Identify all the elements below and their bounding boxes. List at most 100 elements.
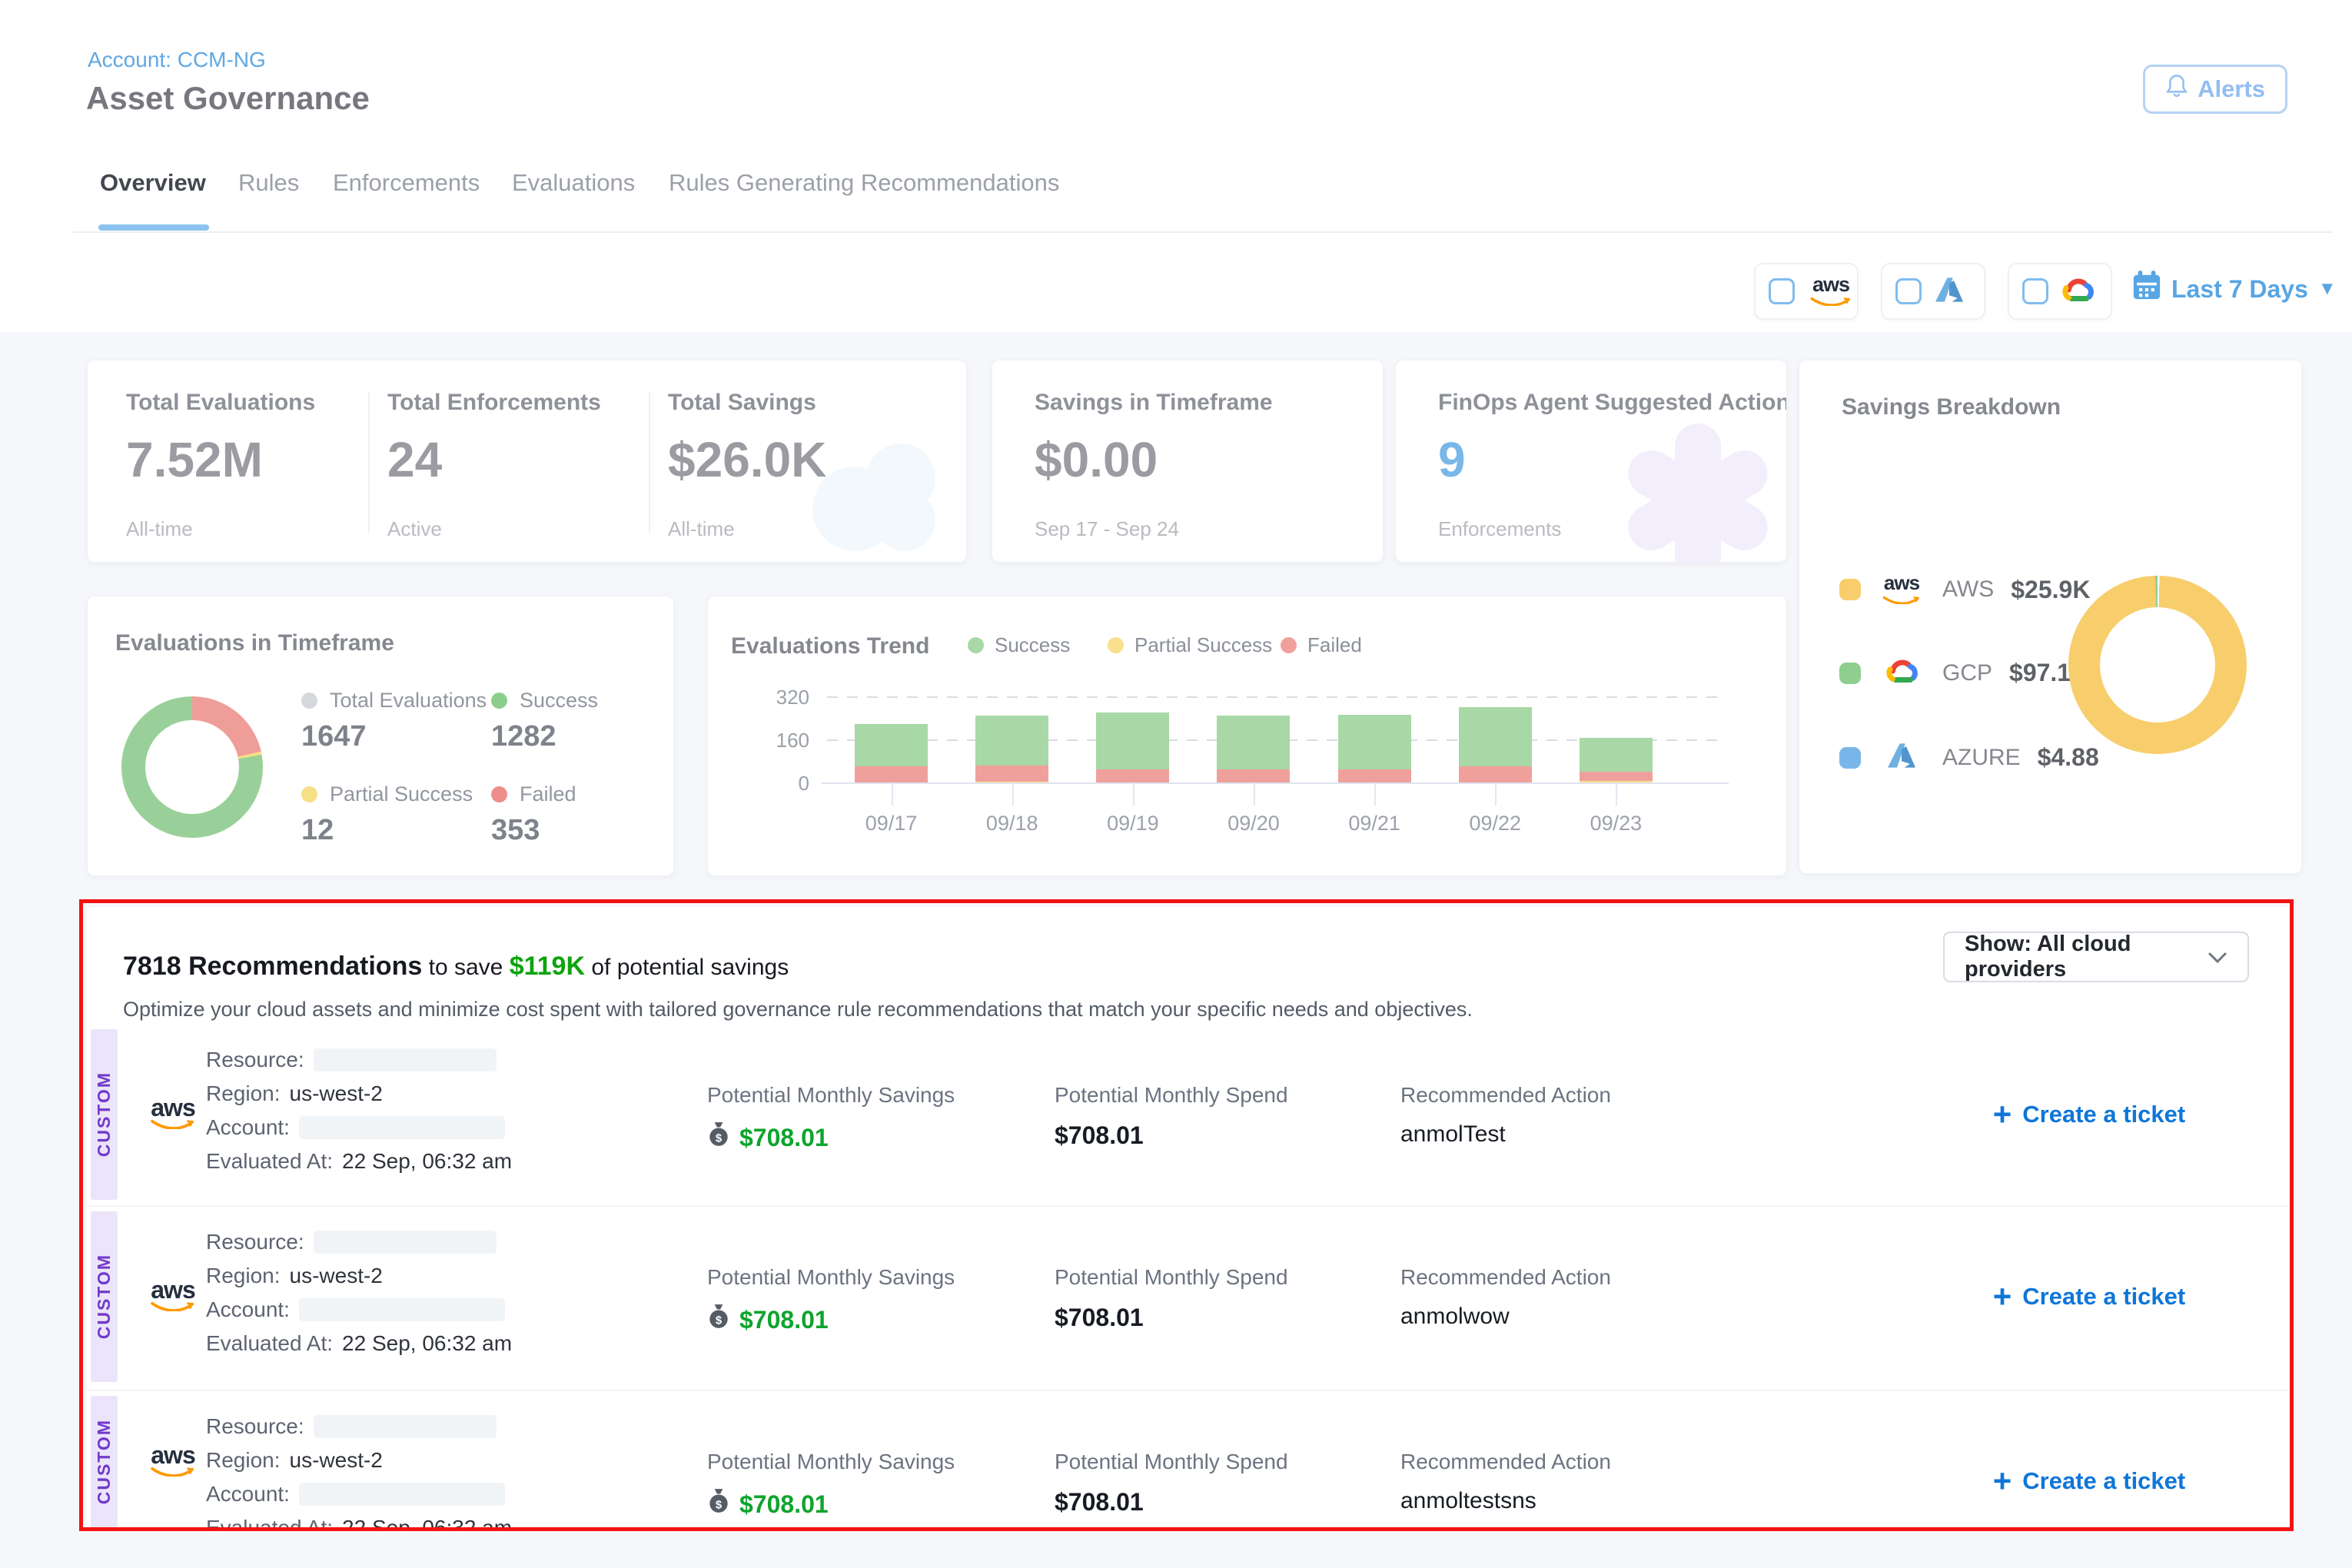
account-label: Account: <box>206 1297 290 1321</box>
plus-icon: + <box>1992 1463 2012 1499</box>
column-label: Recommended Action <box>1400 1450 1611 1473</box>
tab-rules-generating-recommendations[interactable]: Rules Generating Recommendations <box>669 169 1060 196</box>
potential-monthly-savings: Potential Monthly Savings $ $708.01 <box>707 1450 955 1520</box>
aws-icon: aws <box>1878 571 1925 608</box>
page-title: Asset Governance <box>86 80 370 116</box>
region-label: Region: <box>206 1264 281 1287</box>
redacted-account-value <box>298 1116 505 1139</box>
recommendation-row: CUSTOM aws Resource: Region: us-west-2 Ac… <box>87 1393 2293 1531</box>
evaluations-timeframe-title: Evaluations in Timeframe <box>115 630 394 656</box>
aws-checkbox[interactable] <box>1769 278 1795 304</box>
bar-segment <box>1096 769 1170 782</box>
resource-label: Resource: <box>206 1230 304 1254</box>
trend-legend-failed: Failed <box>1281 633 1362 657</box>
region-label: Region: <box>206 1081 281 1105</box>
alerts-button[interactable]: Alerts <box>2143 65 2287 114</box>
column-label: Potential Monthly Savings <box>707 1083 955 1107</box>
filter-aws[interactable]: aws <box>1754 263 1859 320</box>
recommendations-mid-text: to save <box>428 955 503 980</box>
stat-label: FinOps Agent Suggested Actions <box>1438 390 1787 415</box>
recommendation-row: CUSTOM aws Resource: Region: us-west-2 Ac… <box>87 1208 2293 1385</box>
bar-segment <box>1217 715 1291 769</box>
column-label: Potential Monthly Savings <box>707 1450 955 1473</box>
bar-segment <box>1217 769 1291 782</box>
create-ticket-button[interactable]: + Create a ticket <box>1916 1208 2262 1385</box>
create-ticket-label: Create a ticket <box>2022 1467 2186 1494</box>
redacted-resource-value <box>313 1231 497 1254</box>
account-label: Account: <box>206 1115 290 1139</box>
resource-fields: Resource: Region: us-west-2 Account: Eval… <box>206 1410 512 1531</box>
recommendations-heading: 7818 Recommendations to save $119K of po… <box>123 952 789 982</box>
savings-timeframe-card: Savings in Timeframe $0.00 Sep 17 - Sep … <box>992 360 1384 563</box>
legend-dot <box>1281 637 1297 653</box>
custom-tag-label: CUSTOM <box>94 1419 114 1505</box>
region-label: Region: <box>206 1448 281 1472</box>
row-separator <box>87 1205 2293 1207</box>
bar-segment <box>975 765 1049 782</box>
savings-breakdown-card: Savings Breakdown aws AWS $25.9K GCP $97… <box>1799 360 2302 874</box>
trend-x-label: 09/19 <box>1072 782 1193 835</box>
aws-icon: aws <box>1806 273 1855 310</box>
legend-total-evaluations: Total Evaluations 1647 <box>301 689 487 753</box>
legend-success: Success 1282 <box>491 689 598 753</box>
filter-azure[interactable] <box>1881 263 1985 320</box>
legend-partial-success: Partial Success 12 <box>301 782 473 847</box>
bar-segment <box>1458 766 1532 782</box>
legend-label: GCP <box>1942 659 1993 686</box>
trend-x-axis-labels: 09/17 09/18 09/19 09/20 09/21 09/22 09/23 <box>831 782 1676 835</box>
y-axis-tick: 160 <box>776 729 809 752</box>
tab-overview[interactable]: Overview <box>100 169 206 196</box>
evaluations-trend-card: Evaluations Trend Success Partial Succes… <box>707 596 1787 876</box>
legend-value: 1647 <box>301 720 367 752</box>
tabs-divider <box>73 231 2333 233</box>
trend-bar <box>1314 696 1435 782</box>
account-breadcrumb[interactable]: Account: CCM-NG <box>88 48 266 71</box>
redacted-resource-value <box>313 1415 497 1438</box>
create-ticket-button[interactable]: + Create a ticket <box>1916 1026 2262 1203</box>
trend-bar <box>831 696 952 782</box>
gcp-checkbox[interactable] <box>2022 278 2048 304</box>
potential-monthly-savings: Potential Monthly Savings $ $708.01 <box>707 1083 955 1154</box>
legend-label: Success <box>520 689 599 712</box>
gcp-icon <box>2060 275 2095 308</box>
filter-gcp[interactable] <box>2008 263 2112 320</box>
recommended-action: Recommended Action anmolwow <box>1400 1265 1611 1330</box>
date-range-selector[interactable]: Last 7 Days ▼ <box>2132 271 2337 307</box>
region-value: us-west-2 <box>289 1264 383 1287</box>
savings-value: $708.01 <box>739 1123 829 1151</box>
column-label: Recommended Action <box>1400 1265 1611 1289</box>
legend-value: $25.9K <box>2011 575 2091 603</box>
x-axis <box>822 782 1729 784</box>
recommendations-count: 7818 Recommendations <box>123 952 423 981</box>
custom-tag-label: CUSTOM <box>94 1254 114 1340</box>
stat-value: $26.0K <box>668 432 827 487</box>
stat-value: 7.52M <box>126 432 263 487</box>
evaluated-at-value: 22 Sep, 06:32 am <box>342 1149 513 1173</box>
resource-label: Resource: <box>206 1048 304 1071</box>
cloud-provider-filter-dropdown[interactable]: Show: All cloud providers <box>1943 932 2249 982</box>
stat-value: 9 <box>1438 432 1466 487</box>
potential-monthly-spend: Potential Monthly Spend $708.01 <box>1055 1450 1288 1517</box>
custom-tag: CUSTOM <box>91 1029 118 1200</box>
evaluations-donut <box>121 696 263 838</box>
alerts-button-label: Alerts <box>2198 75 2265 102</box>
create-ticket-button[interactable]: + Create a ticket <box>1916 1393 2262 1531</box>
tab-enforcements[interactable]: Enforcements <box>333 169 480 196</box>
tab-rules[interactable]: Rules <box>238 169 300 196</box>
recommendations-tail-text: of potential savings <box>591 955 789 980</box>
legend-label: Partial Success <box>1134 633 1273 656</box>
resource-label: Resource: <box>206 1414 304 1438</box>
resource-fields: Resource: Region: us-west-2 Account: Eval… <box>206 1225 512 1360</box>
legend-value: 1282 <box>491 720 556 752</box>
gridline <box>827 696 1719 698</box>
savings-breakdown-donut <box>2068 576 2247 754</box>
bar-segment <box>1579 780 1653 782</box>
recommendation-row: CUSTOM aws Resource: Region: us-west-2 Ac… <box>87 1026 2293 1203</box>
azure-checkbox[interactable] <box>1895 278 1922 304</box>
tab-evaluations[interactable]: Evaluations <box>512 169 636 196</box>
bar-segment <box>855 724 929 767</box>
chevron-down-icon: ▼ <box>2317 278 2337 299</box>
azure-icon <box>1878 742 1925 773</box>
column-label: Recommended Action <box>1400 1083 1611 1107</box>
trend-bar-plot <box>831 696 1676 782</box>
